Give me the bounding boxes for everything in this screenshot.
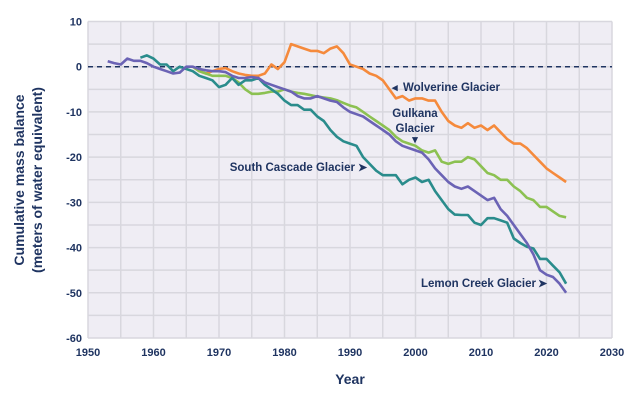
y-tick-label: -10: [66, 107, 82, 119]
series-line-lemon-creek-glacier: [107, 57, 568, 294]
y-tick-label: -20: [66, 152, 82, 164]
x-tick-label: 2010: [469, 347, 493, 359]
x-tick-label: 1990: [338, 347, 362, 359]
y-tick-label: -50: [66, 288, 82, 300]
x-tick-label: 2020: [534, 347, 558, 359]
wolverine-arrow: ◂: [391, 82, 398, 94]
series-lines: [107, 42, 568, 294]
y-tick-label: 0: [76, 62, 82, 74]
gulkana-arrow: ▾: [411, 134, 418, 146]
x-tick-label: 2030: [600, 347, 624, 359]
y-tick-label: -60: [66, 333, 82, 345]
label-gulkana-line2: Glacier: [396, 123, 436, 135]
series-line-gulkana-glacier: [192, 65, 567, 219]
x-tick-label: 1960: [141, 347, 165, 359]
y-tick-label: -40: [66, 243, 82, 255]
x-tick-label: 2000: [403, 347, 427, 359]
series-line-wolverine-glacier: [192, 42, 567, 184]
tick-labels: 1950 1960 1970 1980 1990 2000 2010 2020 2030 10 0 -…: [66, 17, 624, 360]
x-tick-label: 1980: [272, 347, 296, 359]
y-axis-title-line1: Cumulative mass balance: [11, 94, 27, 265]
x-tick-label: 1950: [76, 347, 100, 359]
label-wolverine-glacier: Wolverine Glacier: [403, 82, 500, 94]
label-lemon-creek-glacier: Lemon Creek Glacier: [421, 278, 537, 290]
y-tick-label: -30: [66, 197, 82, 209]
south-cascade-arrow: ➤: [358, 162, 368, 174]
x-axis-title: Year: [335, 371, 365, 387]
y-axis-title-line2: (meters of water equivalent): [29, 87, 45, 273]
y-tick-label: 10: [70, 17, 82, 29]
x-tick-label: 1970: [207, 347, 231, 359]
series-line-south-cascade-glacier: [139, 54, 568, 285]
label-gulkana-line1: Gulkana: [392, 108, 438, 120]
label-south-cascade-glacier: South Cascade Glacier: [230, 162, 356, 174]
lemon-creek-arrow: ➤: [538, 278, 548, 290]
